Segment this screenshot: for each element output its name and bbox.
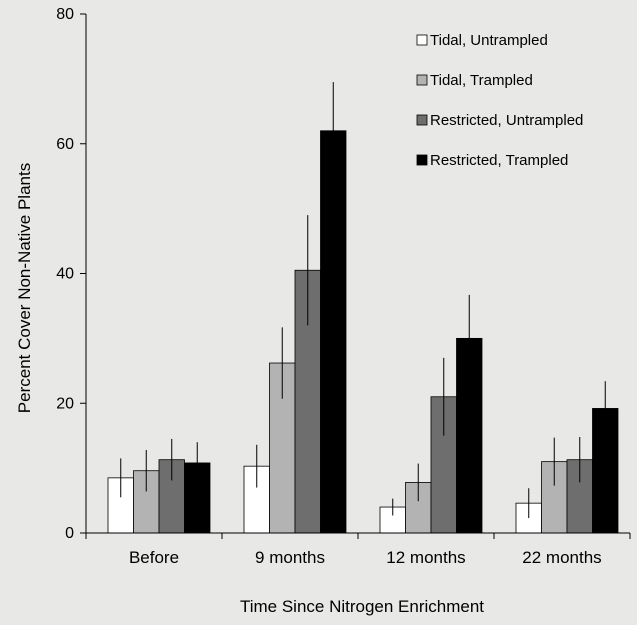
legend-swatch [416, 34, 428, 46]
error-bars-layer [120, 82, 606, 519]
y-tick-label: 80 [56, 6, 74, 23]
legend: Tidal, Untrampled Tidal, Trampled Restrict… [416, 32, 583, 169]
x-tick-label: 22 months [522, 548, 601, 567]
legend-label: Tidal, Untrampled [430, 32, 548, 49]
x-tick-label: 9 months [255, 548, 325, 567]
y-ticks: 0 20 40 60 80 [56, 6, 86, 542]
y-axis-label: Percent Cover Non-Native Plants [15, 163, 34, 413]
legend-label: Tidal, Trampled [430, 72, 533, 89]
x-ticks: Before 9 months 12 months 22 months [85, 533, 631, 567]
x-axis-label: Time Since Nitrogen Enrichment [240, 597, 484, 616]
bar [184, 462, 211, 534]
y-tick-label: 0 [65, 525, 74, 542]
legend-swatch [416, 74, 428, 86]
legend-label: Restricted, Trampled [430, 152, 568, 169]
y-tick-label: 60 [56, 136, 74, 153]
bars-layer [107, 130, 619, 534]
y-tick-label: 20 [56, 395, 74, 412]
legend-swatch [416, 154, 428, 166]
legend-label: Restricted, Untrampled [430, 112, 583, 129]
x-tick-label: 12 months [386, 548, 465, 567]
legend-swatch [416, 114, 428, 126]
x-tick-label: Before [129, 548, 179, 567]
y-tick-label: 40 [56, 266, 74, 283]
bar [320, 130, 347, 534]
